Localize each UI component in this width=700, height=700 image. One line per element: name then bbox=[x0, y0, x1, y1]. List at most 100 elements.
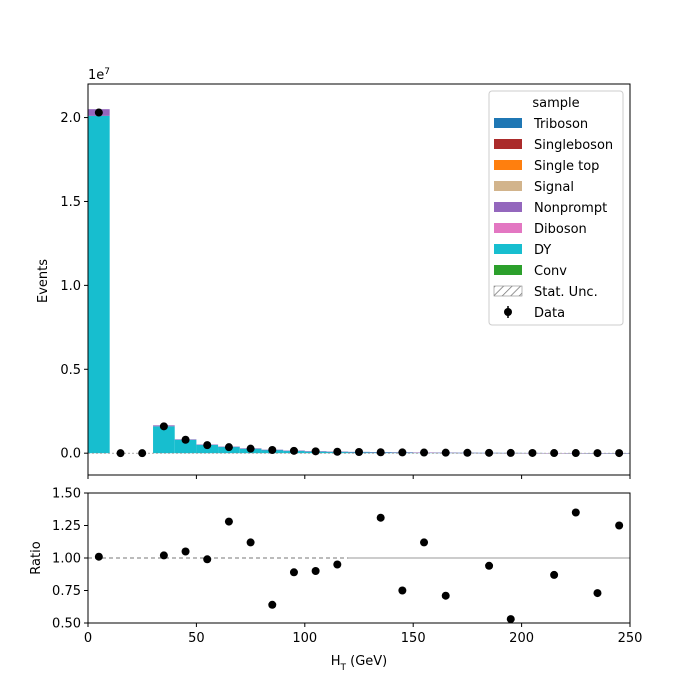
ratio-x-tick-label: 100 bbox=[292, 631, 317, 646]
main-y-tick-label: 1.0 bbox=[60, 279, 81, 294]
ratio-point bbox=[246, 538, 255, 547]
legend: sample Triboson Singleboson Single top Signa… bbox=[488, 90, 624, 326]
ratio-point bbox=[311, 567, 320, 575]
main-y-tick-label: 1.5 bbox=[60, 195, 81, 210]
legend-swatch bbox=[494, 160, 522, 170]
ratio-point bbox=[376, 513, 385, 522]
legend-label: Conv bbox=[534, 264, 567, 279]
legend-marker bbox=[504, 308, 512, 316]
legend-swatch bbox=[493, 285, 523, 297]
ratio-point bbox=[615, 521, 624, 530]
ratio-y-tick-label: 1.25 bbox=[52, 519, 81, 534]
data-point bbox=[203, 441, 212, 450]
main-y-tick-label: 0.5 bbox=[60, 363, 81, 378]
ratio-x-tick-label: 200 bbox=[509, 631, 534, 646]
legend-label: Diboson bbox=[534, 222, 587, 237]
data-point bbox=[398, 448, 407, 457]
ratio-y-ticks: 0.50 0.75 1.00 1.25 1.50 bbox=[52, 487, 88, 632]
ratio-point bbox=[571, 508, 580, 517]
ratio-point bbox=[203, 555, 212, 564]
legend-item-conv: Conv bbox=[494, 264, 567, 279]
legend-title: sample bbox=[532, 96, 579, 111]
main-panel: 0.0 0.5 1.0 1.5 2.0 1e7 Events sample Triboso… bbox=[36, 67, 631, 479]
data-point bbox=[615, 449, 624, 458]
ratio-point bbox=[159, 551, 168, 560]
main-y-axis-label: Events bbox=[36, 259, 51, 303]
ratio-y-axis-label: Ratio bbox=[29, 541, 44, 574]
legend-swatch bbox=[494, 223, 522, 233]
data-point bbox=[289, 446, 298, 455]
ratio-point bbox=[268, 600, 277, 609]
legend-item-singleboson: Singleboson bbox=[494, 138, 613, 153]
data-point bbox=[268, 445, 277, 454]
bar-dy bbox=[174, 439, 197, 454]
legend-swatch bbox=[494, 118, 522, 128]
data-point bbox=[159, 422, 168, 431]
legend-label: Nonprompt bbox=[534, 201, 607, 216]
ratio-point bbox=[333, 560, 342, 569]
legend-swatch bbox=[494, 139, 522, 149]
data-point bbox=[441, 448, 450, 457]
legend-swatch bbox=[494, 265, 522, 275]
x-axis-label: HT (GeV) bbox=[331, 654, 388, 673]
ratio-point bbox=[441, 591, 450, 600]
ratio-point bbox=[94, 552, 103, 561]
data-point bbox=[528, 448, 537, 457]
legend-item-diboson: Diboson bbox=[494, 222, 587, 237]
legend-label: DY bbox=[534, 243, 551, 258]
ratio-y-tick-label: 1.50 bbox=[52, 487, 81, 502]
legend-item-data: Data bbox=[504, 306, 565, 321]
legend-label: Data bbox=[534, 306, 565, 321]
ratio-y-tick-label: 0.75 bbox=[52, 584, 81, 599]
data-point bbox=[376, 448, 385, 457]
ratio-point bbox=[420, 538, 429, 547]
legend-label: Single top bbox=[534, 159, 599, 174]
ratio-x-tick-label: 0 bbox=[84, 631, 92, 646]
data-points bbox=[94, 108, 624, 458]
ratio-x-ticks: 0 50 100 150 200 250 bbox=[84, 623, 643, 646]
data-point bbox=[550, 449, 559, 458]
legend-box bbox=[488, 90, 624, 326]
data-point bbox=[463, 448, 472, 457]
ratio-point bbox=[506, 615, 515, 623]
legend-item-nonprompt: Nonprompt bbox=[494, 201, 607, 216]
y-scale-multiplier: 1e7 bbox=[88, 67, 110, 83]
data-point bbox=[138, 449, 147, 458]
data-point bbox=[246, 444, 255, 453]
main-plot-frame bbox=[87, 83, 631, 476]
legend-label: Stat. Unc. bbox=[534, 285, 598, 300]
data-point bbox=[571, 449, 580, 458]
ratio-y-tick-label: 0.50 bbox=[52, 617, 81, 632]
ratio-point bbox=[289, 568, 298, 577]
ratio-points bbox=[94, 508, 624, 623]
ratio-x-tick-label: 150 bbox=[401, 631, 426, 646]
data-point bbox=[181, 435, 190, 444]
legend-item-signal: Signal bbox=[494, 180, 574, 195]
legend-swatch bbox=[494, 202, 522, 212]
ratio-point bbox=[593, 589, 602, 598]
ratio-x-tick-label: 50 bbox=[188, 631, 205, 646]
bar-dy bbox=[88, 115, 110, 454]
legend-label: Signal bbox=[534, 180, 574, 195]
ratio-point bbox=[550, 570, 559, 579]
data-point bbox=[333, 447, 342, 456]
ratio-point bbox=[398, 586, 407, 595]
data-point bbox=[311, 447, 320, 456]
data-point bbox=[94, 108, 103, 117]
legend-label: Triboson bbox=[533, 117, 588, 132]
legend-item-stat-unc: Stat. Unc. bbox=[493, 285, 598, 300]
data-point bbox=[355, 448, 363, 457]
main-x-ticks bbox=[87, 475, 631, 479]
data-point bbox=[224, 443, 233, 452]
main-y-tick-label: 0.0 bbox=[60, 447, 81, 462]
ratio-x-tick-label: 250 bbox=[618, 631, 643, 646]
legend-swatch bbox=[494, 244, 522, 254]
data-point bbox=[506, 448, 515, 457]
ratio-point bbox=[224, 517, 233, 526]
bar-dy bbox=[153, 426, 175, 454]
main-y-ticks: 0.0 0.5 1.0 1.5 2.0 bbox=[60, 111, 88, 462]
ratio-panel: 0.50 0.75 1.00 1.25 1.50 0 50 100 150 200 250 Rat… bbox=[29, 487, 642, 674]
main-y-tick-label: 2.0 bbox=[60, 111, 81, 126]
data-point bbox=[485, 448, 494, 457]
